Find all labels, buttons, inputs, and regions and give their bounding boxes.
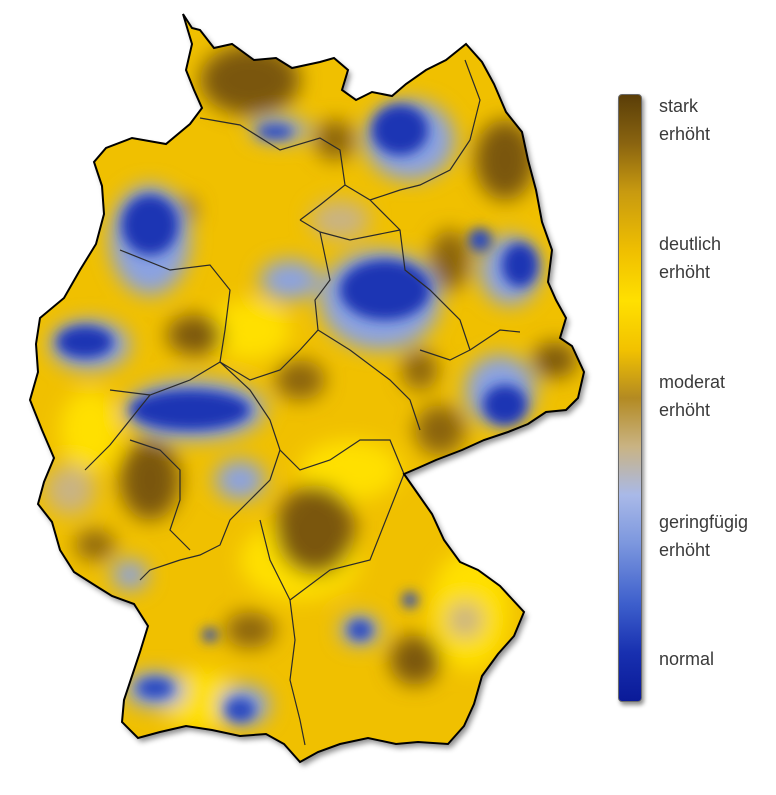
legend-label-normal: normal	[659, 649, 715, 669]
legend-label-stark: stark erhöht	[659, 96, 711, 144]
legend-label-geringfuegig: geringfügig erhöht	[659, 512, 749, 560]
state-borders	[84, 59, 521, 746]
heat-field	[30, 14, 584, 762]
legend-label-moderat: moderat erhöht	[659, 372, 726, 420]
legend-color-bar	[618, 94, 642, 702]
legend-label-deutlich: deutlich erhöht	[659, 234, 722, 282]
